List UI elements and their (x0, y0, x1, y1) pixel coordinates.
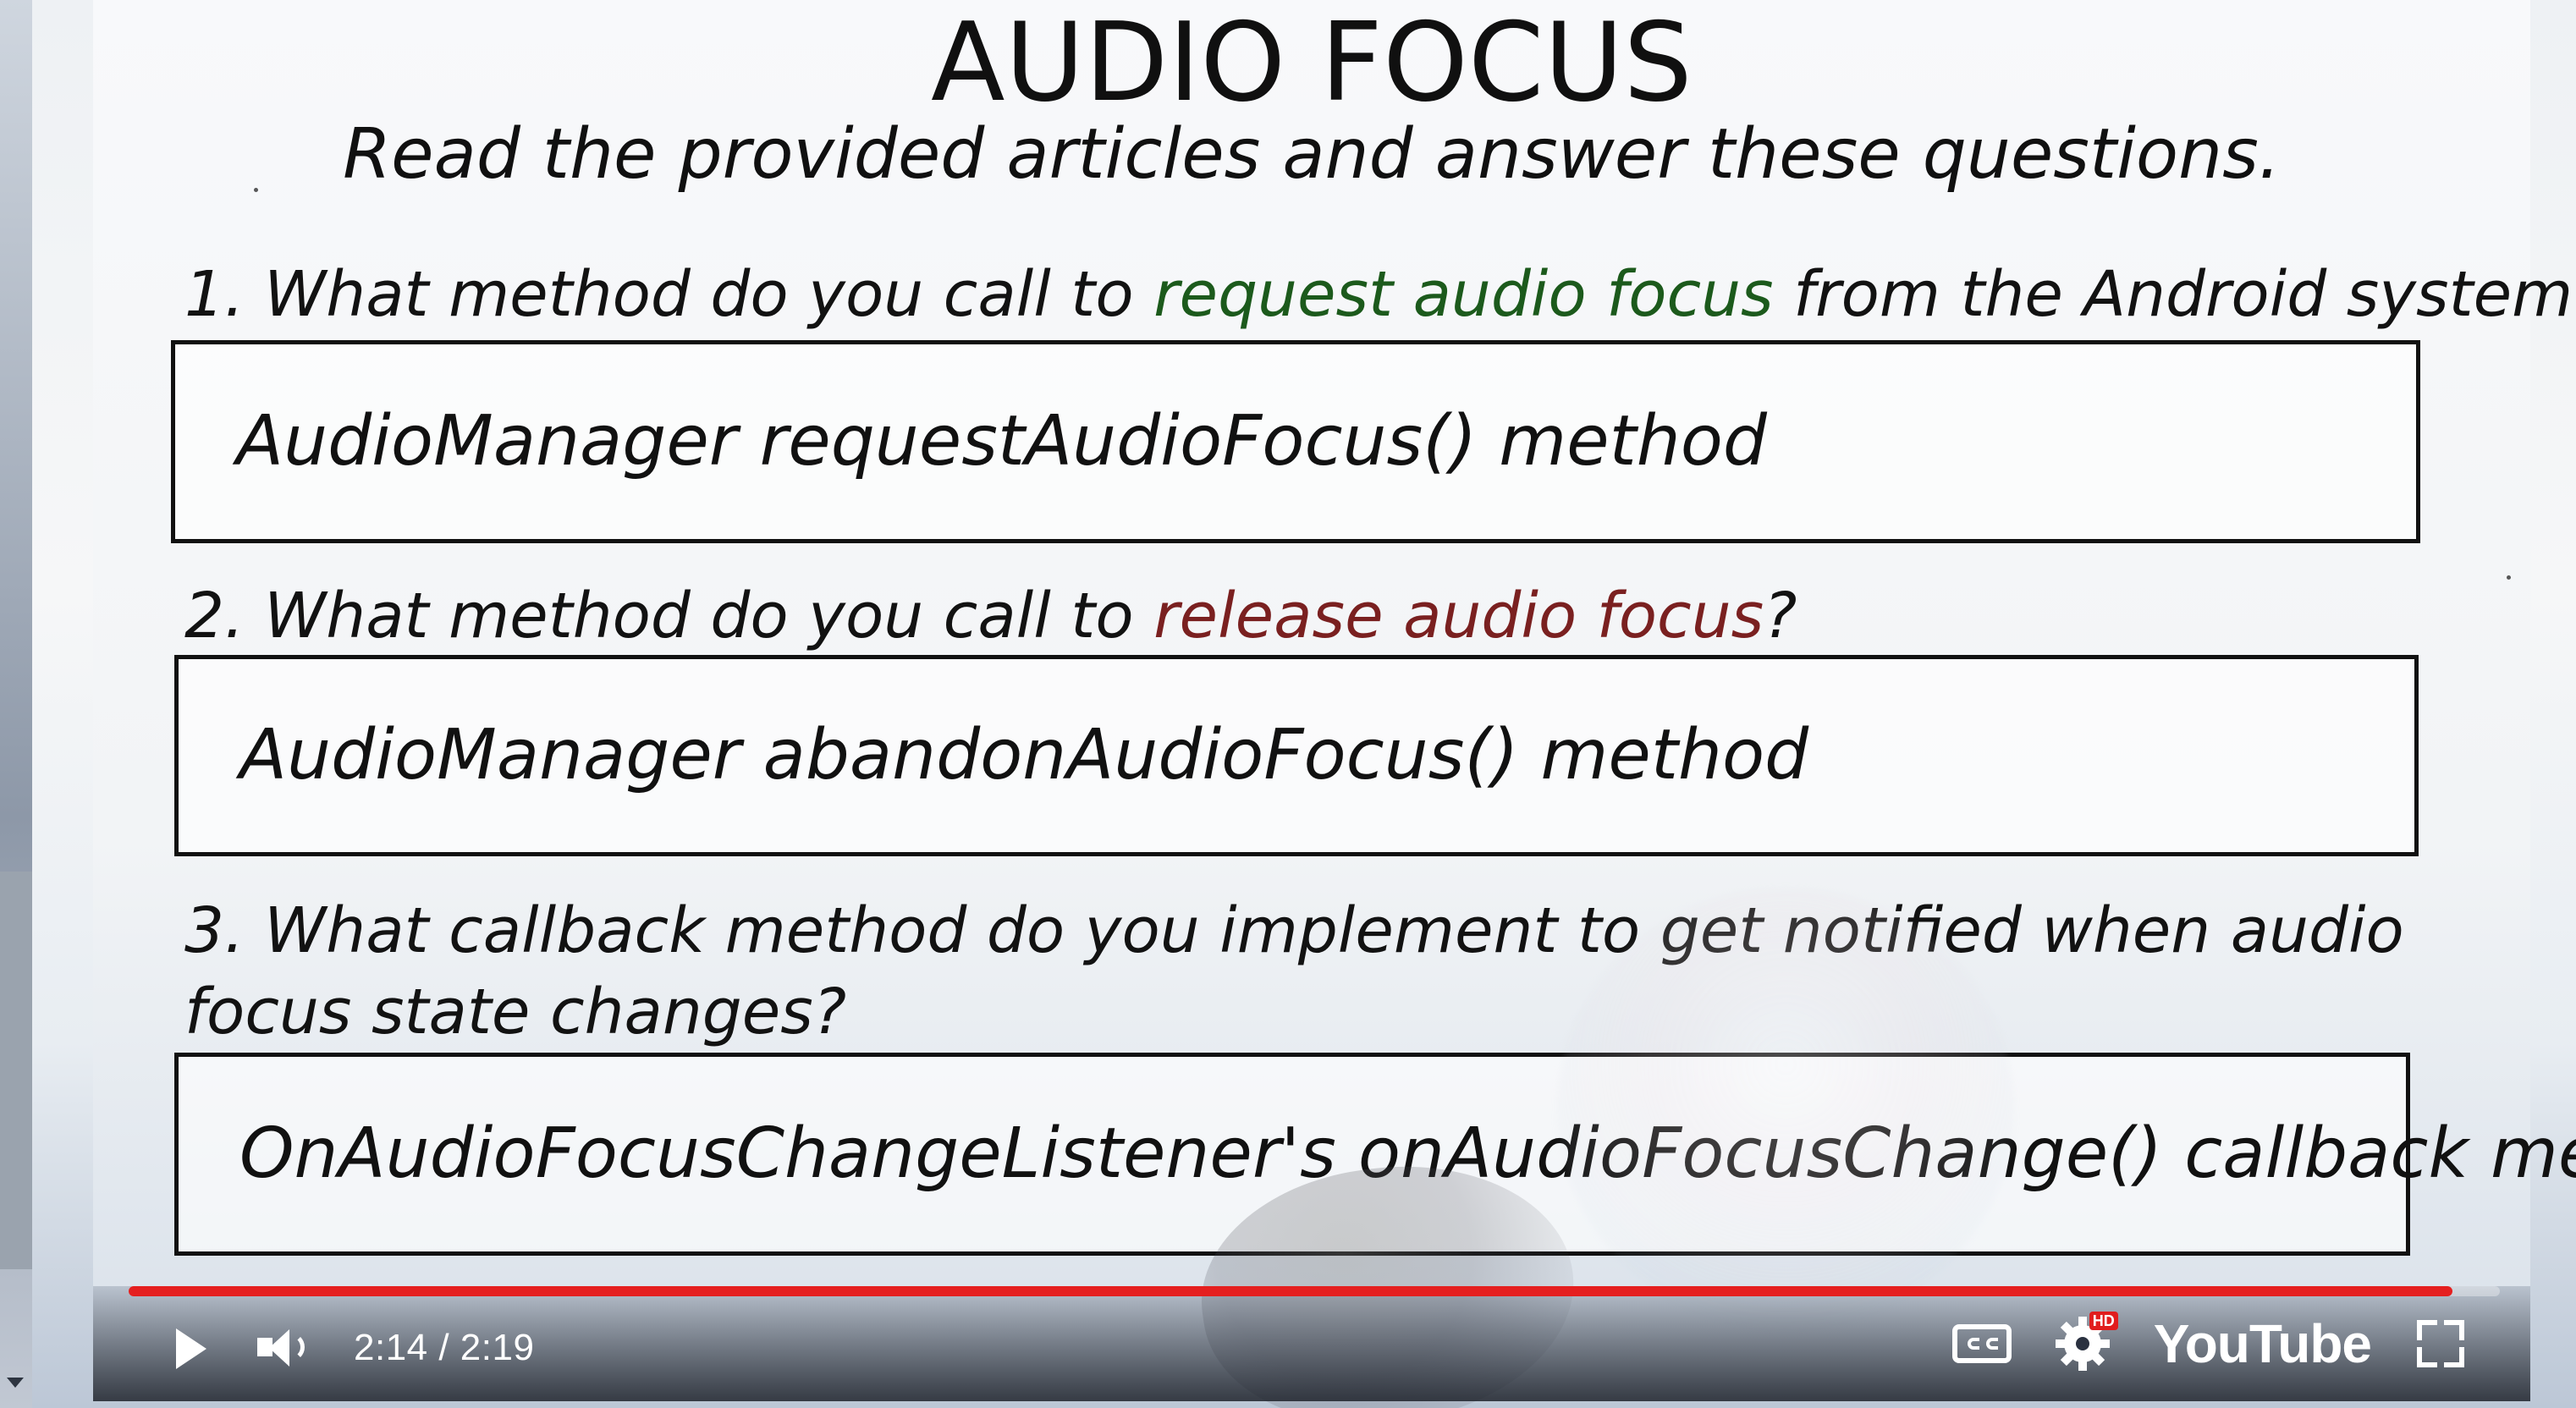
scroll-down-arrow-icon[interactable] (7, 1378, 24, 1388)
hand-glare (1557, 888, 2014, 1328)
time-display: 2:14 / 2:19 (354, 1327, 535, 1368)
question-2-suffix: ? (1764, 580, 1797, 652)
gear-icon[interactable]: HD (2055, 1312, 2118, 1371)
gear-tooth (2078, 1357, 2087, 1371)
progress-track[interactable] (129, 1286, 2500, 1296)
left-controls: 2:14 / 2:19 (169, 1317, 534, 1379)
gear-tooth (2095, 1339, 2110, 1348)
answer-box-2: AudioManager abandonAudioFocus() method (174, 655, 2419, 856)
gear-tooth (2078, 1317, 2087, 1330)
fullscreen-icon[interactable] (2417, 1320, 2464, 1367)
volume-icon[interactable] (254, 1324, 310, 1372)
slide-title: AUDIO FOCUS (931, 0, 1693, 126)
question-3: 3. What callback method do you implement… (184, 894, 2404, 1048)
video-player-controls: 2:14 / 2:19 HD YouTube (93, 1286, 2530, 1401)
question-1-prefix: 1. What method do you call to (184, 258, 1154, 331)
fullscreen-corner (2444, 1320, 2464, 1340)
answer-box-1: AudioManager requestAudioFocus() method (171, 340, 2420, 543)
play-icon[interactable] (169, 1325, 210, 1371)
question-2-prefix: 2. What method do you call to (184, 580, 1154, 652)
volume-wave-icon (284, 1333, 305, 1361)
video-slide: AUDIO FOCUS Read the provided articles a… (93, 0, 2576, 1408)
question-1-highlight: request audio focus (1153, 258, 1774, 331)
captions-icon[interactable] (1951, 1324, 2012, 1363)
gear-hole (2075, 1337, 2089, 1350)
right-controls: HD YouTube (1951, 1310, 2464, 1378)
dust-speck (254, 188, 258, 192)
left-scroll-thumb[interactable] (0, 872, 32, 1269)
fullscreen-corner (2417, 1347, 2437, 1367)
answer-2: AudioManager abandonAudioFocus() method (239, 715, 1809, 795)
answer-1: AudioManager requestAudioFocus() method (236, 401, 1767, 481)
gear-tooth (2055, 1339, 2069, 1348)
dust-speck (2507, 575, 2511, 580)
progress-fill (129, 1286, 2452, 1296)
answer-box-3: OnAudioFocusChangeListener's onAudioFocu… (174, 1053, 2576, 1256)
slide-subtitle: Read the provided articles and answer th… (343, 114, 2281, 195)
question-1: 1. What method do you call to request au… (184, 254, 2576, 335)
fullscreen-corner (2417, 1320, 2437, 1340)
youtube-logo[interactable]: YouTube (2153, 1313, 2372, 1374)
gear-tooth (2089, 1350, 2105, 1367)
question-1-suffix: from the Android system? (1773, 258, 2576, 331)
answer-3: OnAudioFocusChangeListener's onAudioFocu… (239, 1114, 2576, 1194)
question-2-highlight: release audio focus (1153, 580, 1764, 652)
hd-badge: HD (2089, 1312, 2118, 1330)
question-2: 2. What method do you call to release au… (184, 575, 2469, 657)
fullscreen-corner (2444, 1347, 2464, 1367)
